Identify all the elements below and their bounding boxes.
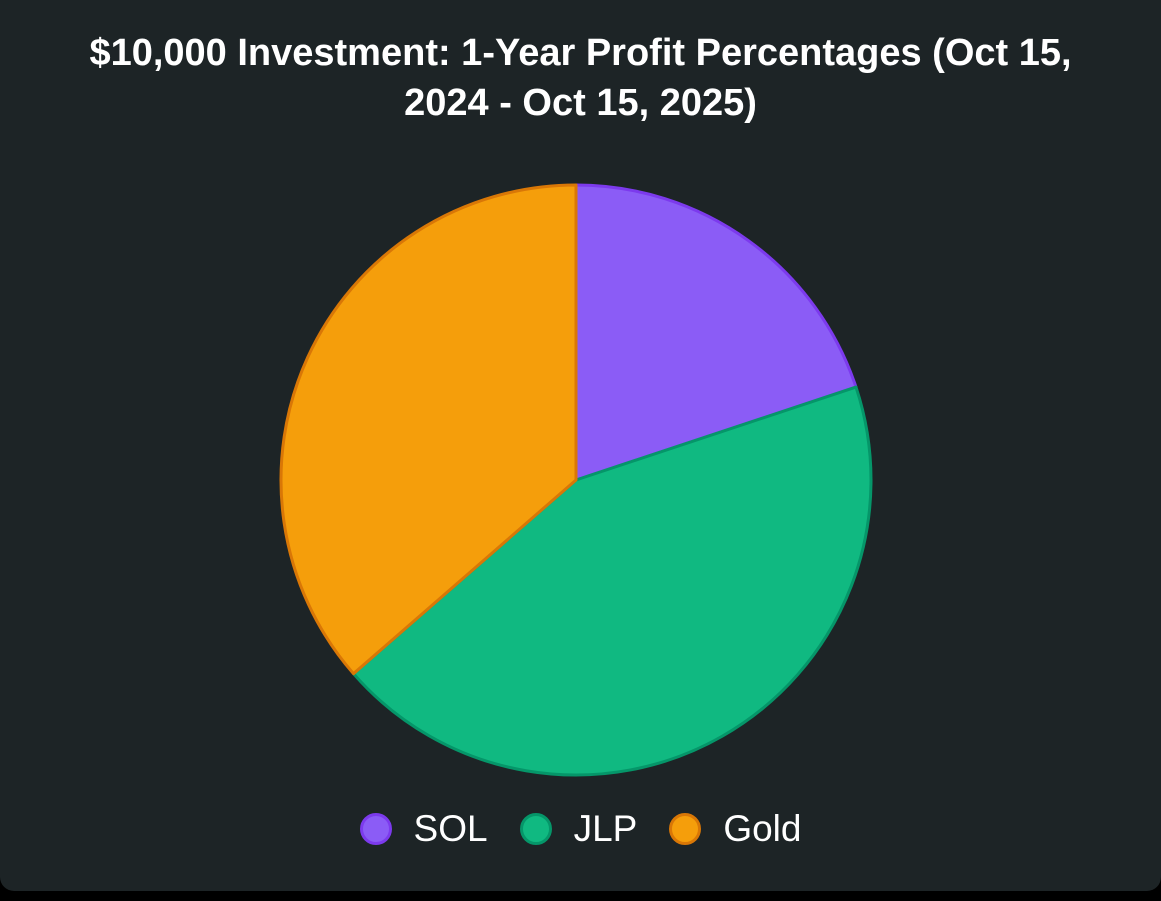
pie-slice-gold[interactable] — [279, 183, 578, 676]
legend-item-gold[interactable]: Gold — [669, 807, 801, 851]
legend-swatch-gold — [669, 813, 702, 845]
legend-item-sol[interactable]: SOL — [359, 807, 488, 851]
legend-item-jlp[interactable]: JLP — [519, 807, 638, 851]
chart-title: $10,000 Investment: 1-Year Profit Percen… — [0, 28, 1161, 128]
legend-label-jlp: JLP — [573, 808, 638, 849]
legend-label-gold: Gold — [723, 808, 802, 849]
pie-slice-sol[interactable] — [574, 183, 858, 482]
chart-title-line-1: $10,000 Investment: 1-Year Profit Percen… — [89, 32, 1072, 74]
chart-legend: SOL JLP Gold — [0, 804, 1161, 854]
legend-swatch-sol — [359, 813, 392, 845]
chart-title-line-2: 2024 - Oct 15, 2025) — [404, 82, 757, 124]
legend-swatch-jlp — [519, 813, 552, 845]
pie-slice-jlp[interactable] — [351, 385, 873, 777]
legend-label-sol: SOL — [413, 808, 488, 849]
